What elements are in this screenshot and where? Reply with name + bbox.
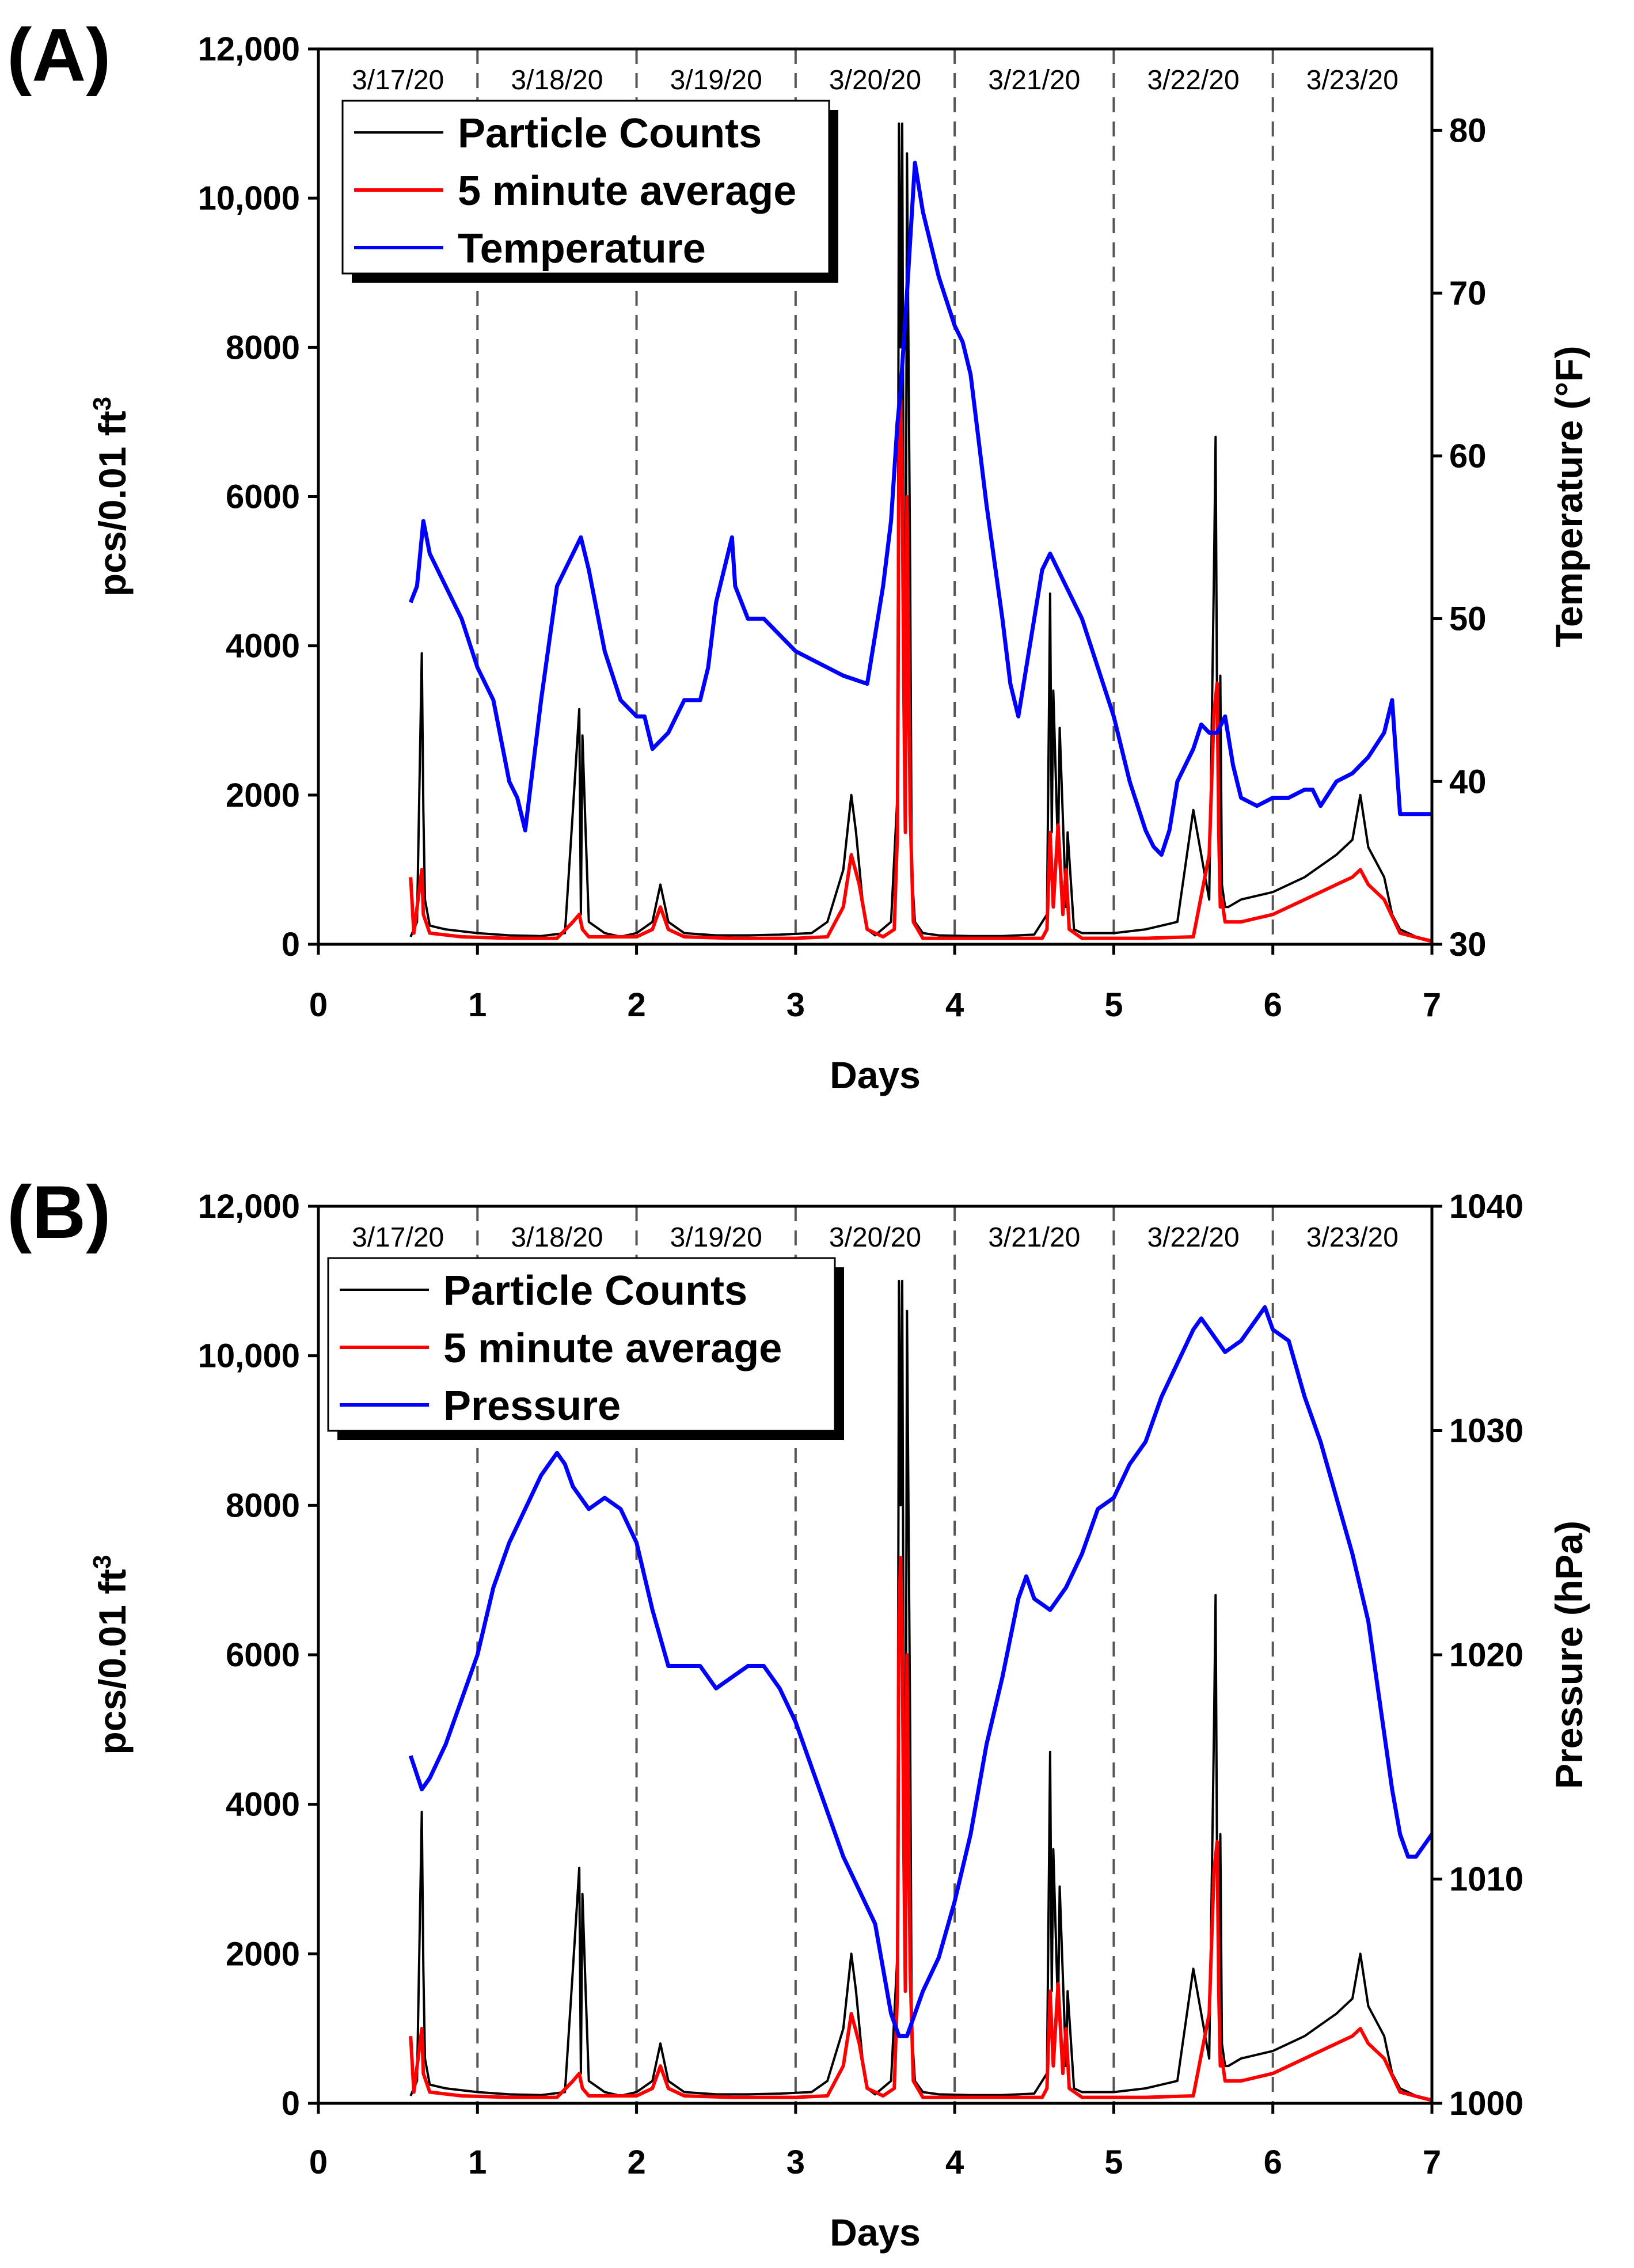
x-tick-label: 5: [1104, 2144, 1123, 2181]
y-right-tick-label: 70: [1449, 275, 1487, 312]
y-left-axis-title: pcs/0.01 ft3: [88, 1555, 134, 1754]
date-label: 3/18/20: [511, 65, 603, 96]
y-left-tick-label: 12,000: [198, 1188, 300, 1225]
y-left-tick-label: 4000: [226, 628, 300, 665]
date-label: 3/19/20: [670, 65, 762, 96]
y-left-tick-label: 2000: [226, 777, 300, 814]
y-right-tick-label: 60: [1449, 438, 1487, 475]
y-right-tick-label: 1030: [1449, 1412, 1523, 1450]
x-tick-label: 0: [309, 986, 328, 1024]
y-right-tick-label: 1000: [1449, 2085, 1523, 2122]
series-pressure-line: [408, 1305, 1434, 2038]
y-left-tick-label: 6000: [226, 478, 300, 516]
y-right-tick-label: 1010: [1449, 1861, 1523, 1898]
y-right-tick-label: 50: [1449, 601, 1487, 638]
date-label: 3/19/20: [670, 1222, 762, 1253]
x-tick-label: 3: [786, 2144, 805, 2181]
y-right-tick-label: 40: [1449, 763, 1487, 800]
date-label: 3/23/20: [1306, 65, 1399, 96]
x-tick-label: 1: [468, 2144, 487, 2181]
y-right-tick-label: 80: [1449, 112, 1487, 149]
y-right-axis-title: Temperature (°F): [1548, 346, 1590, 648]
date-label: 3/17/20: [352, 1222, 444, 1253]
y-left-axis-title-text: pcs/0.01 ft: [91, 411, 134, 597]
y-left-axis-title: pcs/0.01 ft3: [88, 397, 134, 597]
y-right-tick-label: 1020: [1449, 1636, 1523, 1674]
legend-label: 5 minute average: [443, 1325, 782, 1372]
series-5-minute-average-line: [409, 1556, 1432, 2102]
x-tick-label: 4: [945, 2144, 964, 2181]
y-left-tick-label: 0: [282, 926, 300, 963]
y-left-tick-label: 4000: [226, 1786, 300, 1823]
legend-label: Temperature: [458, 226, 706, 272]
y-left-axis-title-sup: 3: [88, 397, 116, 411]
date-label: 3/18/20: [511, 1222, 603, 1253]
date-label: 3/22/20: [1147, 1222, 1239, 1253]
legend-box: [327, 1257, 836, 1432]
date-label: 3/21/20: [988, 65, 1080, 96]
legend-label: 5 minute average: [458, 168, 796, 214]
series-5-minute-average-line: [409, 398, 1432, 943]
y-left-axis-title-text: pcs/0.01 ft: [91, 1569, 134, 1755]
date-label: 3/22/20: [1147, 65, 1239, 96]
y-right-tick-label: 30: [1449, 926, 1487, 963]
x-tick-label: 2: [627, 2144, 645, 2181]
x-tick-label: 1: [468, 986, 487, 1024]
panel-b: (B) 3/17/20 3/18/20 3/19/20 3/20/20 3/21/20 3/…: [7, 1170, 1590, 2254]
x-tick-label: 4: [945, 986, 964, 1024]
date-label: 3/17/20: [352, 65, 444, 96]
x-tick-label: 6: [1264, 2144, 1282, 2181]
y-left-tick-label: 10,000: [198, 180, 300, 217]
x-tick-label: 0: [309, 2144, 328, 2181]
x-axis-title: Days: [830, 2211, 921, 2254]
date-label: 3/20/20: [829, 65, 921, 96]
y-left-tick-label: 2000: [226, 1935, 300, 1973]
y-right-axis-title: Pressure (hPa): [1548, 1521, 1590, 1789]
legend-box: [341, 100, 830, 275]
x-axis-title: Days: [830, 1054, 921, 1096]
y-left-tick-label: 8000: [226, 329, 300, 366]
series-particle-counts-line: [409, 122, 1432, 942]
panel-label: (A): [7, 13, 111, 97]
y-left-axis-title-sup: 3: [88, 1555, 116, 1568]
x-tick-label: 5: [1104, 986, 1123, 1024]
series-temperature-line: [408, 161, 1432, 857]
y-left-tick-label: 12,000: [198, 31, 300, 68]
y-right-tick-label: 1040: [1449, 1188, 1523, 1225]
date-label: 3/20/20: [829, 1222, 921, 1253]
series-particle-counts-line: [409, 1279, 1432, 2101]
date-label: 3/21/20: [988, 1222, 1080, 1253]
panel-a: (A) 3/17/20 3/18/20 3/19/20 3/20/20 3/21/20 3/…: [7, 13, 1590, 1096]
x-tick-label: 6: [1264, 986, 1282, 1024]
legend-label: Particle Counts: [458, 111, 762, 157]
y-left-tick-label: 0: [282, 2085, 300, 2122]
legend-label: Pressure: [443, 1383, 621, 1429]
x-tick-label: 3: [786, 986, 805, 1024]
panel-label: (B): [7, 1170, 111, 1254]
y-left-tick-label: 10,000: [198, 1338, 300, 1375]
x-tick-label: 7: [1423, 2144, 1441, 2181]
y-left-tick-label: 6000: [226, 1636, 300, 1674]
y-left-tick-label: 8000: [226, 1487, 300, 1524]
x-tick-label: 7: [1423, 986, 1441, 1024]
x-tick-label: 2: [627, 986, 645, 1024]
legend-label: Particle Counts: [443, 1268, 747, 1314]
date-label: 3/23/20: [1306, 1222, 1399, 1253]
